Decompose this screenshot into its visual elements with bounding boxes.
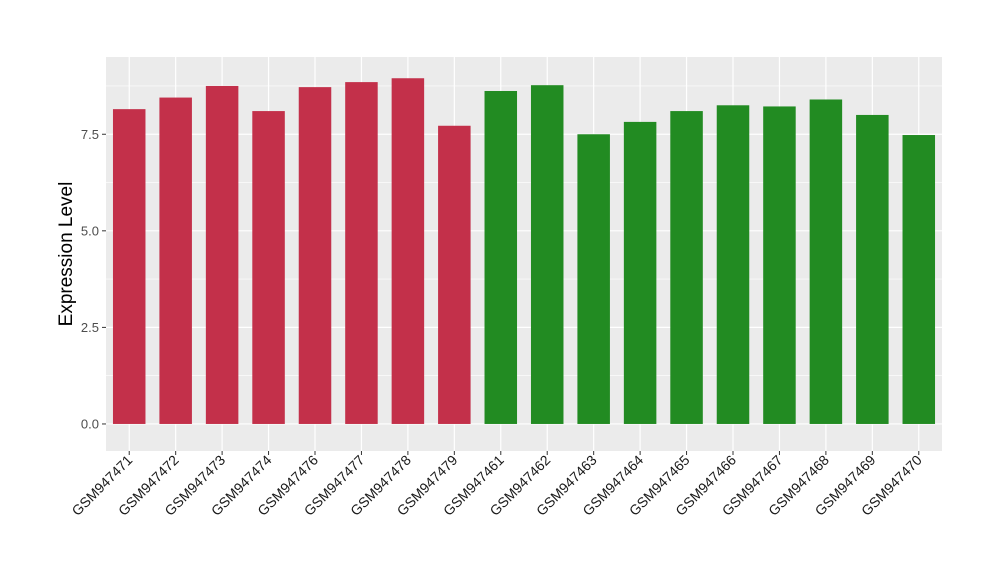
- x-axis: GSM947471GSM947472GSM947473GSM947474GSM9…: [68, 451, 925, 519]
- bar-GSM947462: [530, 85, 564, 424]
- bar-GSM947461: [484, 90, 518, 424]
- y-tick-label: 7.5: [81, 127, 99, 142]
- bar-GSM947473: [205, 85, 239, 424]
- bar-GSM947467: [763, 106, 796, 424]
- bar-GSM947464: [623, 121, 657, 424]
- bar-GSM947468: [809, 99, 843, 424]
- bar-GSM947469: [856, 114, 889, 424]
- bar-GSM947472: [159, 97, 192, 424]
- bar-GSM947471: [112, 109, 146, 424]
- y-tick-label: 5.0: [81, 223, 99, 238]
- bar-GSM947470: [902, 135, 936, 424]
- bar-GSM947479: [438, 125, 471, 424]
- bar-GSM947463: [577, 134, 610, 424]
- minor-gridlines: [106, 85, 942, 376]
- bar-GSM947478: [391, 78, 425, 424]
- bar-GSM947474: [252, 111, 285, 424]
- bar-GSM947466: [716, 105, 750, 424]
- bars: [112, 78, 936, 424]
- y-axis-title: Expression Level: [56, 182, 77, 327]
- bar-GSM947476: [298, 87, 332, 424]
- y-axis: 0.0 2.5 5.0 7.5: [81, 127, 106, 431]
- y-tick-label: 2.5: [81, 320, 99, 335]
- plot-panel: [106, 57, 942, 451]
- y-tick-label: 0.0: [81, 416, 99, 431]
- bar-GSM947477: [345, 82, 378, 424]
- bar-GSM947465: [670, 111, 703, 424]
